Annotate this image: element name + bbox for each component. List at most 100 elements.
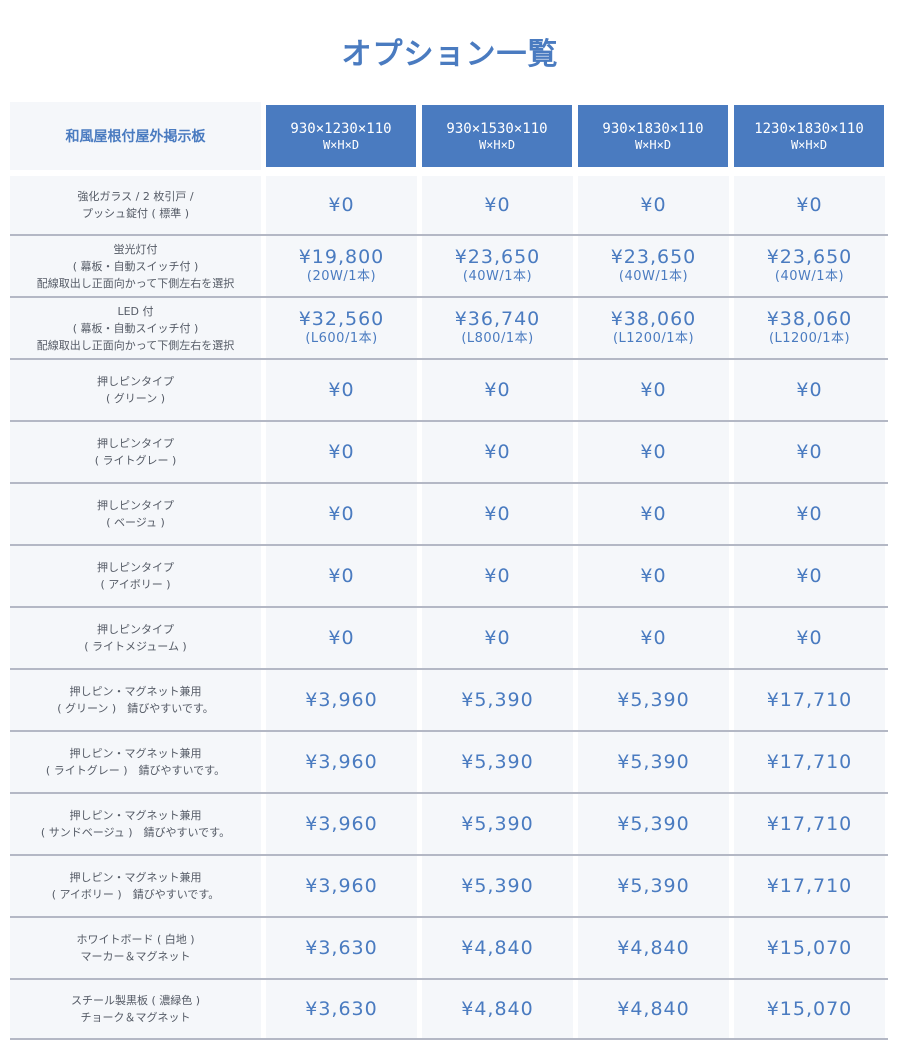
option-label: 押しピン・マグネット兼用 ( グリーン ) 錆びやすいです。 [10,670,261,730]
price-cell: ¥3,630 [266,980,417,1038]
option-label-line: 配線取出し正面向かって下側左右を選択 [36,338,235,352]
header-label-background [10,102,261,170]
price-cell: ¥23,650 (40W/1本) [422,236,573,296]
price-cell: ¥5,390 [422,670,573,730]
price-cell: ¥0 [422,484,573,544]
price-cell: ¥0 [734,546,885,606]
row-divider [10,544,888,546]
option-label-line: 押しピンタイプ [97,561,174,574]
option-label-line: 押しピンタイプ [97,437,174,450]
option-label-line: ( ライトグレー ) 錆びやすいです。 [45,764,226,777]
price-cell: ¥0 [266,176,417,234]
price-value: ¥38,060 [610,308,697,330]
price-value: ¥3,960 [305,751,378,773]
table-row: 押しピン・マグネット兼用 ( ライトグレー ) 錆びやすいです。 ¥3,960 ¥5,… [10,732,888,794]
option-label: 押しピンタイプ ( ベージュ ) [10,484,261,544]
price-cell: ¥0 [422,360,573,420]
price-cell: ¥23,650 (40W/1本) [734,236,885,296]
row-divider [10,1038,888,1040]
price-cell: ¥23,650 (40W/1本) [578,236,729,296]
price-value: ¥0 [796,194,823,216]
price-value: ¥5,390 [617,875,690,897]
price-value: ¥4,840 [461,937,534,959]
row-divider [10,420,888,422]
row-divider [10,668,888,670]
price-cell: ¥5,390 [578,732,729,792]
price-cell: ¥15,070 [734,980,885,1038]
price-note: (L600/1本) [305,331,378,346]
size-dimensions: 1230×1830×110 [754,120,864,137]
price-cell: ¥4,840 [578,918,729,978]
price-cell: ¥17,710 [734,856,885,916]
price-value: ¥3,960 [305,813,378,835]
option-label-line: プッシュ錠付 ( 標準 ) [81,207,190,220]
price-value: ¥0 [796,627,823,649]
size-dimensions: 930×1530×110 [446,120,548,137]
price-cell: ¥17,710 [734,794,885,854]
price-cell: ¥0 [578,608,729,668]
price-value: ¥0 [796,503,823,525]
price-value: ¥38,060 [766,308,853,330]
header-size-column: 930×1230×110 W×H×D [266,105,416,167]
price-cell: ¥5,390 [578,670,729,730]
price-cell: ¥0 [578,484,729,544]
option-label: 押しピン・マグネット兼用 ( アイボリー ) 錆びやすいです。 [10,856,261,916]
price-value: ¥4,840 [617,998,690,1020]
row-divider [10,296,888,298]
option-label-line: 配線取出し正面向かって下側左右を選択 [36,276,235,290]
table-row: 押しピンタイプ ( ライトグレー ) ¥0 ¥0 ¥0 ¥0 [10,422,888,484]
price-value: ¥0 [484,441,511,463]
price-cell: ¥19,800 (20W/1本) [266,236,417,296]
price-cell: ¥38,060 (L1200/1本) [578,298,729,358]
price-value: ¥0 [484,627,511,649]
price-cell: ¥17,710 [734,732,885,792]
header-size-column: 930×1830×110 W×H×D [578,105,728,167]
price-value: ¥0 [796,441,823,463]
row-divider [10,358,888,360]
price-value: ¥0 [328,503,355,525]
option-label-line: ( アイボリー ) [100,578,171,591]
option-label-line: 押しピン・マグネット兼用 [69,809,202,822]
price-value: ¥36,740 [454,308,541,330]
price-value: ¥0 [640,503,667,525]
option-label-line: 強化ガラス / 2 枚引戸 / [77,190,194,203]
option-label: 強化ガラス / 2 枚引戸 / プッシュ錠付 ( 標準 ) [10,176,261,234]
price-cell: ¥4,840 [422,918,573,978]
row-divider [10,606,888,608]
price-value: ¥0 [328,379,355,401]
size-unit: W×H×D [322,137,360,152]
price-value: ¥0 [328,565,355,587]
option-label-line: 蛍光灯付 [113,242,158,256]
option-label-line: 押しピンタイプ [97,499,174,512]
price-value: ¥0 [640,441,667,463]
price-cell: ¥0 [266,422,417,482]
price-value: ¥0 [484,503,511,525]
price-cell: ¥4,840 [422,980,573,1038]
option-label: LED 付 ( 幕板・自動スイッチ付 ) 配線取出し正面向かって下側左右を選択 [10,298,261,358]
price-cell: ¥0 [578,422,729,482]
table-row: 蛍光灯付 ( 幕板・自動スイッチ付 ) 配線取出し正面向かって下側左右を選択 ¥19,… [10,236,888,298]
table-row: 押しピンタイプ ( グリーン ) ¥0 ¥0 ¥0 ¥0 [10,360,888,422]
row-divider [10,482,888,484]
price-note: (L800/1本) [461,331,534,346]
price-note: (L1200/1本) [612,331,695,346]
price-value: ¥17,710 [766,751,853,773]
price-value: ¥23,650 [454,246,541,268]
price-cell: ¥5,390 [422,732,573,792]
option-label-line: チョーク＆マグネット [80,1011,191,1024]
row-divider [10,792,888,794]
price-value: ¥23,650 [610,246,697,268]
price-value: ¥23,650 [766,246,853,268]
row-divider [10,234,888,236]
price-value: ¥5,390 [461,751,534,773]
table-row: 押しピン・マグネット兼用 ( グリーン ) 錆びやすいです。 ¥3,960 ¥5,39… [10,670,888,732]
price-cell: ¥0 [266,360,417,420]
price-cell: ¥38,060 (L1200/1本) [734,298,885,358]
price-value: ¥0 [796,379,823,401]
price-cell: ¥0 [422,608,573,668]
price-note: (L1200/1本) [768,331,851,346]
price-value: ¥0 [640,379,667,401]
price-value: ¥5,390 [617,813,690,835]
option-label-line: ( アイボリー ) 錆びやすいです。 [51,888,220,901]
option-label-line: ( グリーン ) 錆びやすいです。 [57,702,214,715]
